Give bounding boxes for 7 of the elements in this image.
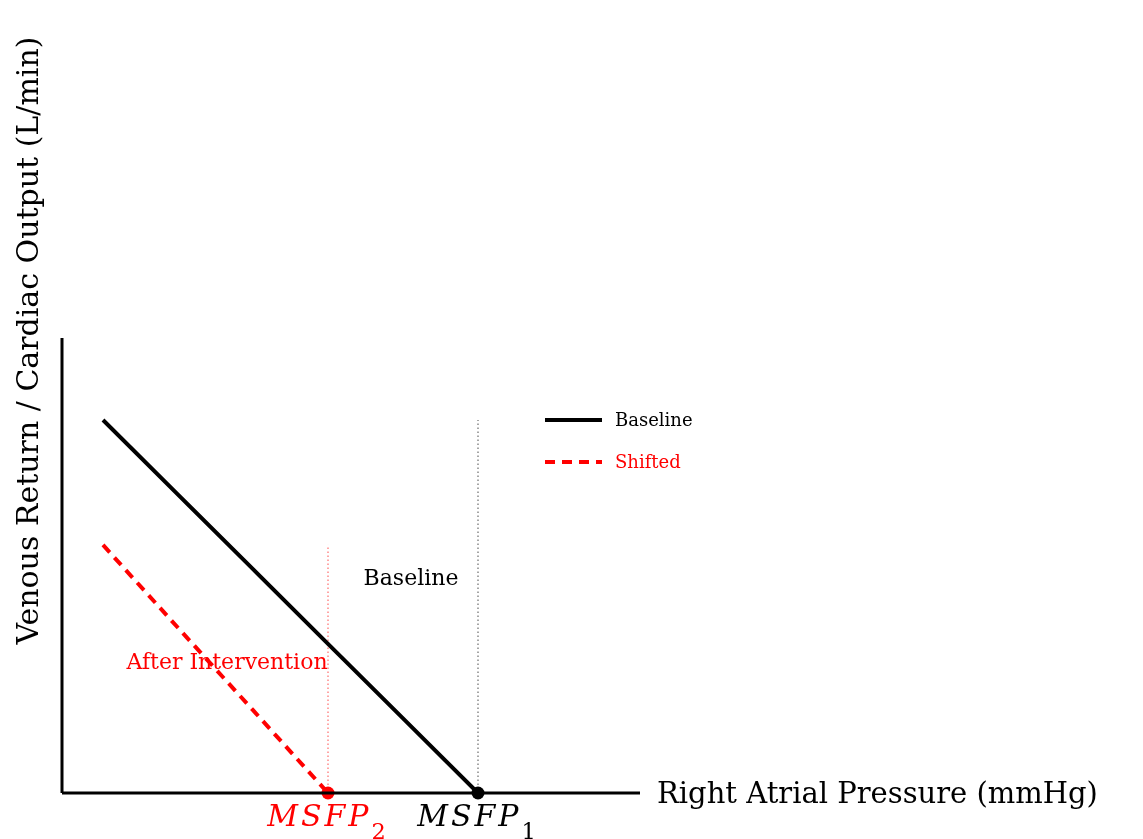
x-tick-label: MSFP$_{2}$ — [266, 798, 389, 839]
x-axis-title: Right Atrial Pressure (mmHg) — [657, 776, 1098, 810]
y-axis-title: Venous Return / Cardiac Output (L/min) — [10, 36, 45, 646]
legend-label: Baseline — [615, 409, 693, 430]
x-tick-label: MSFP$_{1}$ — [416, 798, 539, 839]
annotation: Baseline — [363, 565, 459, 590]
legend-label: Shifted — [615, 451, 681, 472]
